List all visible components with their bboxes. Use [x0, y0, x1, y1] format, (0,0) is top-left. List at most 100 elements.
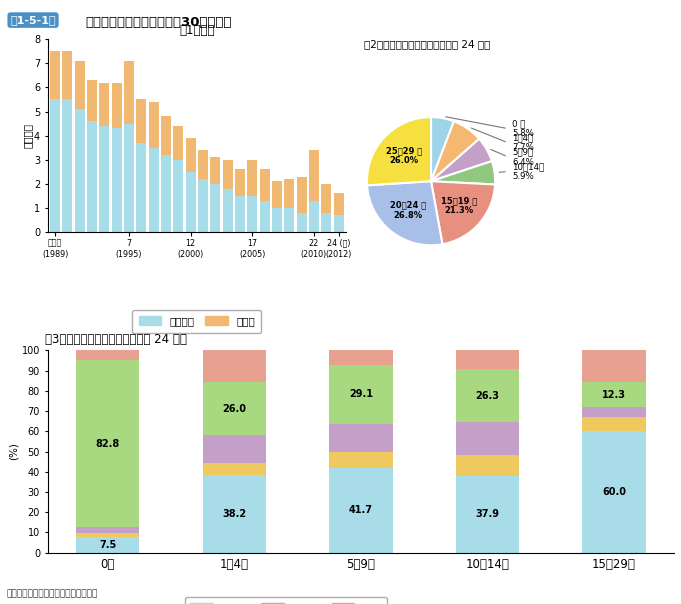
Text: 60.0: 60.0: [602, 487, 626, 497]
Bar: [186, 138, 195, 172]
Y-axis label: （千人）: （千人）: [22, 123, 33, 148]
Bar: [148, 102, 159, 147]
Bar: [309, 201, 319, 232]
Bar: [210, 184, 220, 232]
Wedge shape: [431, 181, 495, 244]
Bar: [203, 350, 266, 382]
Bar: [309, 150, 319, 201]
Bar: [330, 468, 392, 553]
Bar: [456, 369, 519, 422]
Bar: [174, 159, 183, 232]
Bar: [259, 169, 270, 201]
Bar: [247, 196, 257, 232]
Bar: [297, 213, 306, 232]
Text: （出典）厚生労働省「人口動態統計」: （出典）厚生労働省「人口動態統計」: [7, 589, 98, 598]
Bar: [148, 147, 159, 232]
Bar: [203, 475, 266, 553]
Wedge shape: [431, 161, 495, 185]
Bar: [174, 126, 183, 159]
Text: 29.1: 29.1: [349, 390, 373, 399]
Bar: [330, 365, 392, 424]
Bar: [330, 424, 392, 452]
Bar: [247, 159, 257, 196]
Text: 41.7: 41.7: [349, 506, 373, 515]
Text: 37.9: 37.9: [475, 509, 499, 519]
Bar: [582, 382, 646, 407]
Bar: [87, 121, 97, 232]
Bar: [235, 169, 245, 196]
Y-axis label: (%): (%): [9, 443, 19, 460]
Bar: [63, 100, 72, 232]
Bar: [63, 51, 72, 100]
Bar: [136, 143, 146, 232]
Bar: [161, 117, 171, 155]
Text: 1～4歳
7.7%: 1～4歳 7.7%: [512, 133, 535, 152]
Bar: [456, 455, 519, 476]
Text: 第1-5-1図: 第1-5-1図: [10, 15, 56, 25]
Bar: [582, 350, 646, 382]
Bar: [235, 196, 245, 232]
Bar: [582, 407, 646, 417]
Bar: [223, 159, 233, 188]
Text: （3）事故区分別構成割合（平成 24 年）: （3）事故区分別構成割合（平成 24 年）: [44, 333, 187, 347]
Bar: [124, 61, 134, 124]
Bar: [112, 83, 122, 129]
Bar: [203, 463, 266, 475]
Bar: [203, 382, 266, 435]
Bar: [76, 360, 140, 527]
Bar: [186, 172, 195, 232]
Title: （1）推移: （1）推移: [179, 24, 215, 37]
Bar: [330, 350, 392, 365]
Text: （2）年齢階級別構成割合（平成 24 年）: （2）年齢階級別構成割合（平成 24 年）: [364, 39, 491, 50]
Bar: [50, 100, 60, 232]
Text: 7.5: 7.5: [99, 540, 116, 550]
Bar: [203, 435, 266, 463]
Bar: [285, 208, 294, 232]
Text: 10～14歳
5.9%: 10～14歳 5.9%: [512, 162, 545, 181]
Bar: [76, 533, 140, 538]
Text: 0 歳
5.8%: 0 歳 5.8%: [512, 119, 535, 138]
Legend: 交通事故, その他: 交通事故, その他: [132, 310, 262, 333]
Text: 82.8: 82.8: [95, 439, 120, 449]
Bar: [456, 476, 519, 553]
Bar: [330, 452, 392, 468]
Bar: [223, 188, 233, 232]
Bar: [582, 431, 646, 553]
Bar: [198, 179, 208, 232]
Bar: [112, 129, 122, 232]
Bar: [334, 215, 343, 232]
Bar: [272, 208, 282, 232]
Text: 不慮の事故による死亡数（30歳未満）: 不慮の事故による死亡数（30歳未満）: [85, 16, 232, 30]
Text: 12.3: 12.3: [602, 390, 626, 400]
Bar: [297, 176, 306, 213]
Text: 20～24 歳
26.8%: 20～24 歳 26.8%: [390, 201, 426, 220]
Bar: [272, 181, 282, 208]
Bar: [124, 124, 134, 232]
Legend: 交通事故, 転倒・転落, 溺死・溺水, 窒息, その他: 交通事故, 転倒・転落, 溺死・溺水, 窒息, その他: [185, 597, 387, 604]
Bar: [321, 213, 331, 232]
Bar: [456, 422, 519, 455]
Bar: [285, 179, 294, 208]
Bar: [582, 417, 646, 431]
Bar: [136, 100, 146, 143]
Bar: [210, 157, 220, 184]
Bar: [75, 109, 84, 232]
Wedge shape: [367, 181, 443, 245]
Bar: [75, 61, 84, 109]
Text: 38.2: 38.2: [222, 509, 247, 519]
Bar: [76, 538, 140, 553]
Bar: [161, 155, 171, 232]
Bar: [87, 80, 97, 121]
Bar: [334, 193, 343, 215]
Text: 25～29 歳
26.0%: 25～29 歳 26.0%: [386, 146, 422, 165]
Bar: [456, 350, 519, 369]
Text: 26.0: 26.0: [223, 403, 247, 414]
Text: 26.3: 26.3: [475, 391, 499, 401]
Bar: [259, 201, 270, 232]
Bar: [198, 150, 208, 179]
Wedge shape: [431, 139, 492, 181]
Bar: [76, 350, 140, 360]
Bar: [321, 184, 331, 213]
Bar: [76, 527, 140, 533]
Text: 15～19 歳
21.3%: 15～19 歳 21.3%: [441, 196, 477, 216]
